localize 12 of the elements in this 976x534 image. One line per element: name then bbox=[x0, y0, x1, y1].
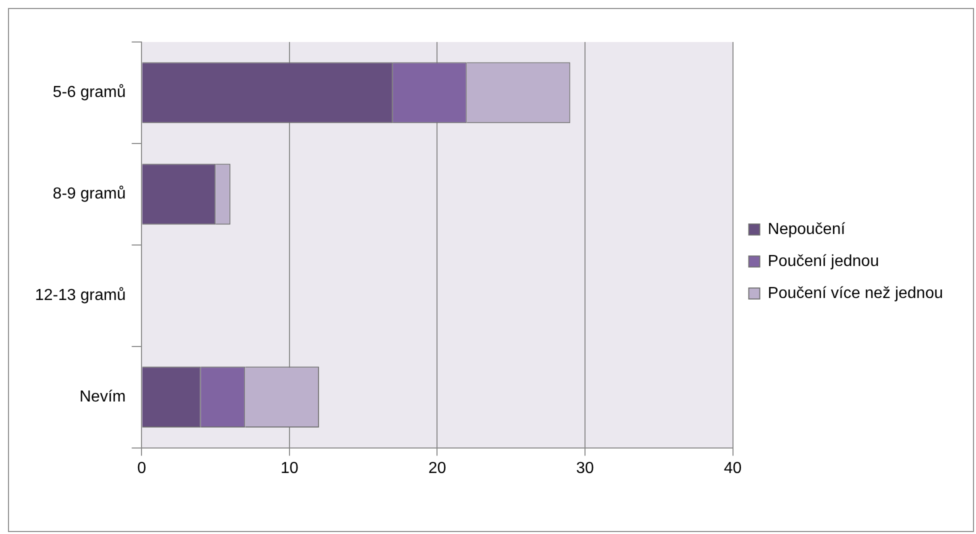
x-tick-label: 0 bbox=[137, 460, 146, 477]
legend-label: Poučení více než jednou bbox=[768, 284, 943, 302]
x-tick-label: 40 bbox=[724, 460, 742, 477]
y-tick-label: Nevím bbox=[79, 388, 126, 406]
x-tick-label: 10 bbox=[280, 460, 298, 477]
x-tick-label: 30 bbox=[576, 460, 594, 477]
y-tick-label: 8-9 gramů bbox=[52, 186, 126, 203]
y-tick-label: 12-13 gramů bbox=[35, 287, 126, 304]
legend-label: Poučení jednou bbox=[768, 252, 879, 270]
y-tick-label: 5-6 gramů bbox=[52, 84, 126, 102]
x-tick-label: 20 bbox=[428, 460, 446, 477]
legend-label: Nepoučení bbox=[768, 220, 846, 238]
